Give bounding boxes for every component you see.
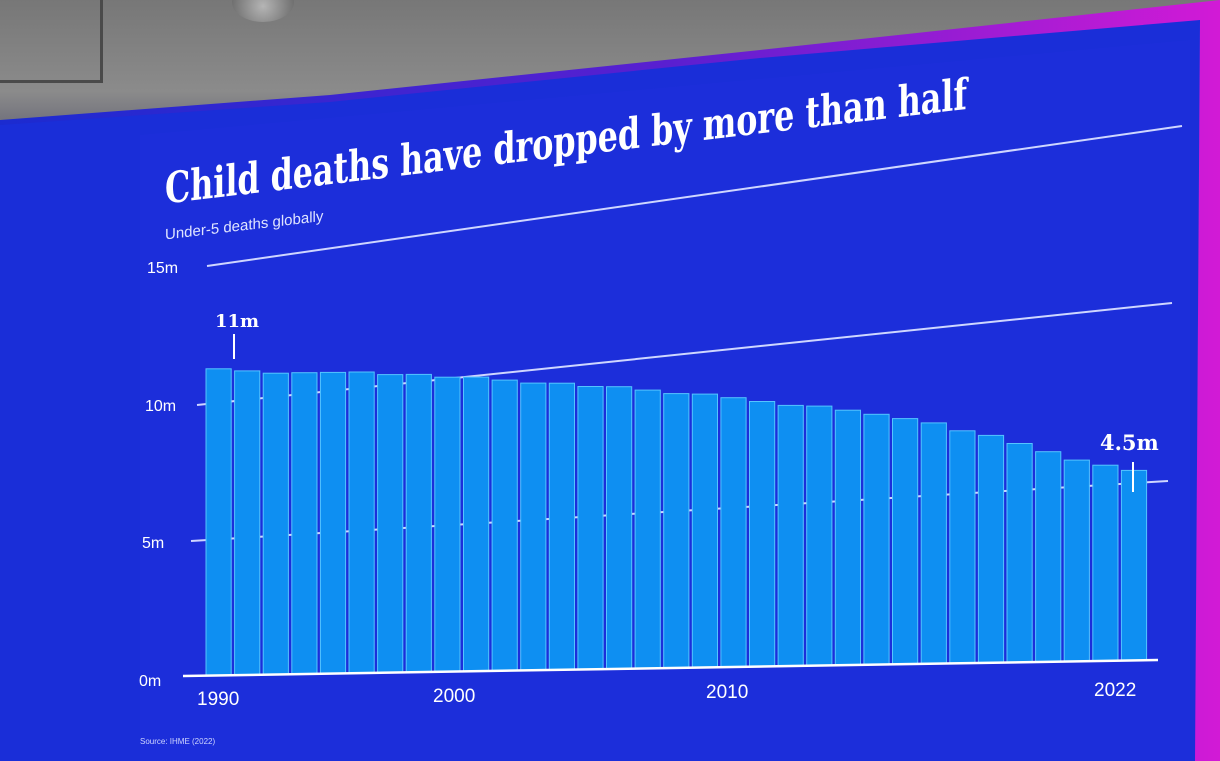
bar-1991 <box>234 370 261 676</box>
bar-1992 <box>262 372 289 676</box>
annotation-1990: 11m <box>215 311 259 359</box>
annotation-label: 11m <box>215 311 259 332</box>
xtick-label: 2010 <box>706 682 748 703</box>
gridline-15m <box>206 125 1183 267</box>
x-axis-baseline <box>182 658 1159 678</box>
bar-2000 <box>491 379 518 672</box>
ytick-label: 10m <box>145 398 176 415</box>
bar-2005 <box>634 389 661 670</box>
bar-2004 <box>606 386 633 670</box>
bar-2018 <box>1006 443 1033 663</box>
bar-2013 <box>863 413 890 666</box>
bar-1997 <box>405 373 432 673</box>
bar-2011 <box>806 405 833 667</box>
bar-2010 <box>777 404 804 667</box>
bar-2022 <box>1120 469 1148 662</box>
annotation-2022: 4.5m <box>1100 430 1159 492</box>
bar-1993 <box>291 372 318 675</box>
bar-2003 <box>577 386 604 671</box>
wall-frame <box>0 0 103 83</box>
bar-2007 <box>691 393 718 669</box>
bar-2015 <box>920 422 947 665</box>
bar-1998 <box>434 376 461 673</box>
bar-2014 <box>892 418 919 665</box>
bar-2019 <box>1035 451 1062 663</box>
bar-2021 <box>1092 464 1119 662</box>
annotation-label: 4.5m <box>1100 430 1159 455</box>
bar-2001 <box>520 382 547 671</box>
xtick-label: 2022 <box>1094 680 1136 701</box>
ytick-label: 15m <box>147 260 178 277</box>
ytick-label: 0m <box>139 673 161 690</box>
xtick-label: 2000 <box>433 686 475 707</box>
bar-1990 <box>205 368 232 677</box>
bar-1999 <box>463 376 490 672</box>
bar-2012 <box>834 409 861 666</box>
bar-2002 <box>548 382 575 671</box>
ceiling-fixture <box>232 0 294 22</box>
bar-2006 <box>663 393 690 669</box>
source-note: Source: IHME (2022) <box>140 737 215 746</box>
bar-2008 <box>720 397 747 668</box>
ytick-label: 5m <box>142 535 164 552</box>
bar-2009 <box>749 401 776 668</box>
bar-1996 <box>377 374 404 674</box>
bar-2020 <box>1063 459 1090 662</box>
xtick-label: 1990 <box>197 689 239 710</box>
bar-2017 <box>977 434 1005 664</box>
bar-series <box>205 368 1148 677</box>
bar-2016 <box>949 430 976 664</box>
bar-1995 <box>348 371 375 674</box>
bar-1994 <box>319 371 347 675</box>
